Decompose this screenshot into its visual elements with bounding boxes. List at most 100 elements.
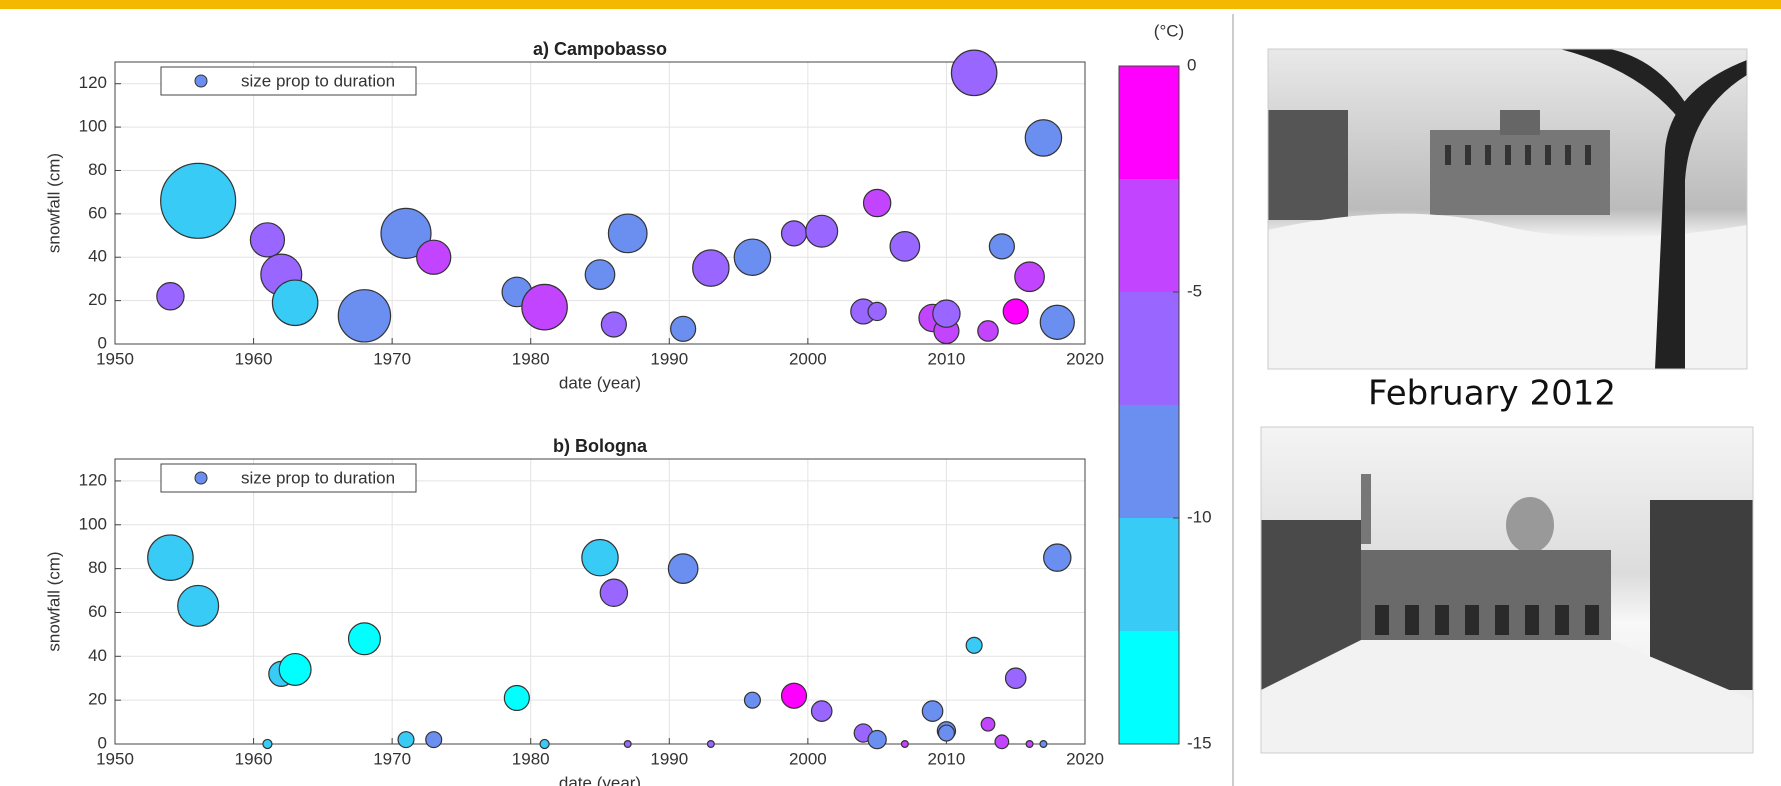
- y-tick-label: 40: [88, 646, 107, 665]
- bubble: [693, 250, 729, 286]
- bubble: [782, 221, 807, 246]
- x-tick-label: 1970: [373, 749, 411, 768]
- bubble: [868, 731, 886, 749]
- bubble: [966, 637, 982, 653]
- y-tick-label: 60: [88, 203, 107, 222]
- bubble: [522, 284, 567, 329]
- x-tick-label: 2010: [928, 749, 966, 768]
- legend-marker: [195, 472, 207, 484]
- bubble: [272, 280, 317, 325]
- y-tick-label: 60: [88, 602, 107, 621]
- bubble: [1025, 120, 1061, 156]
- colorbar-tick-label: 0: [1187, 55, 1196, 74]
- bubble: [1044, 544, 1071, 571]
- colorbar-step: [1119, 405, 1179, 518]
- colorbar-label: (°C): [1154, 21, 1184, 40]
- y-tick-label: 80: [88, 160, 107, 179]
- x-tick-label: 1990: [650, 749, 688, 768]
- bubble: [349, 623, 381, 655]
- bubble: [263, 739, 272, 748]
- y-tick-label: 20: [88, 290, 107, 309]
- top-bar: [0, 0, 1781, 9]
- chart-title: b) Bologna: [553, 436, 648, 456]
- bubble: [864, 189, 891, 216]
- bubble: [540, 739, 549, 748]
- bubble: [250, 223, 284, 257]
- bubble: [426, 732, 442, 748]
- y-tick-label: 40: [88, 247, 107, 266]
- bubble: [981, 717, 995, 731]
- colorbar-tick-label: -10: [1187, 507, 1212, 526]
- x-tick-label: 1960: [235, 349, 273, 368]
- bubble: [933, 300, 960, 327]
- y-tick-label: 120: [79, 470, 107, 489]
- bubble: [608, 214, 647, 253]
- x-tick-label: 2000: [789, 349, 827, 368]
- x-axis-label: date (year): [559, 373, 641, 392]
- bubble: [734, 239, 770, 275]
- colorbar-tick-label: -5: [1187, 281, 1202, 300]
- bubble: [938, 725, 954, 741]
- bubble: [178, 585, 219, 626]
- legend-label: size prop to duration: [241, 468, 395, 487]
- x-axis-label: date (year): [559, 773, 641, 786]
- x-tick-label: 2010: [928, 349, 966, 368]
- colorbar-tick-label: -15: [1187, 733, 1212, 752]
- y-tick-label: 120: [79, 73, 107, 92]
- y-axis-label: snowfall (cm): [44, 153, 63, 253]
- photo-caption: February 2012: [1368, 374, 1616, 414]
- bubble: [585, 260, 615, 290]
- bubble: [668, 554, 698, 584]
- y-tick-label: 80: [88, 558, 107, 577]
- colorbar-step: [1119, 179, 1179, 292]
- bubble: [1015, 262, 1045, 292]
- photo-bologna: [1261, 427, 1753, 753]
- y-tick-label: 0: [98, 333, 107, 352]
- legend-label: size prop to duration: [241, 71, 395, 90]
- bubble: [157, 283, 184, 310]
- bubble: [671, 316, 696, 341]
- bubble: [744, 692, 760, 708]
- y-tick-label: 100: [79, 514, 107, 533]
- bubble: [161, 163, 236, 238]
- bubble: [989, 234, 1014, 259]
- chart-title: a) Campobasso: [533, 39, 667, 59]
- bubble: [1003, 299, 1028, 324]
- bubble: [1040, 741, 1047, 748]
- page: February 2012 0-5-10-15(°C)1950196019701…: [0, 0, 1781, 786]
- bubble: [601, 312, 626, 337]
- bubble: [417, 240, 451, 274]
- bubble: [1026, 741, 1033, 748]
- bubble: [1040, 305, 1074, 339]
- bubble: [707, 741, 714, 748]
- x-tick-label: 1970: [373, 349, 411, 368]
- bubble: [398, 732, 414, 748]
- bubble: [890, 232, 920, 262]
- x-tick-label: 1980: [512, 749, 550, 768]
- bubble: [338, 290, 390, 342]
- colorbar-step: [1119, 518, 1179, 631]
- bubble: [782, 683, 807, 708]
- bubble: [1005, 668, 1025, 688]
- plot-area: [115, 459, 1085, 744]
- bubble: [600, 579, 627, 606]
- bubble: [624, 741, 631, 748]
- bubble: [978, 321, 998, 341]
- bubble: [504, 685, 529, 710]
- colorbar-step: [1119, 292, 1179, 405]
- x-tick-label: 2020: [1066, 749, 1104, 768]
- bubble: [279, 654, 311, 686]
- bubble: [148, 535, 193, 580]
- x-tick-label: 1990: [650, 349, 688, 368]
- bubble: [806, 215, 838, 247]
- colorbar-step: [1119, 631, 1179, 744]
- bubble: [901, 741, 908, 748]
- x-tick-label: 1980: [512, 349, 550, 368]
- bubble: [951, 50, 996, 95]
- bubble: [868, 302, 886, 320]
- x-tick-label: 2020: [1066, 349, 1104, 368]
- photo-campobasso: [1268, 49, 1747, 369]
- y-axis-label: snowfall (cm): [44, 551, 63, 651]
- y-tick-label: 20: [88, 690, 107, 709]
